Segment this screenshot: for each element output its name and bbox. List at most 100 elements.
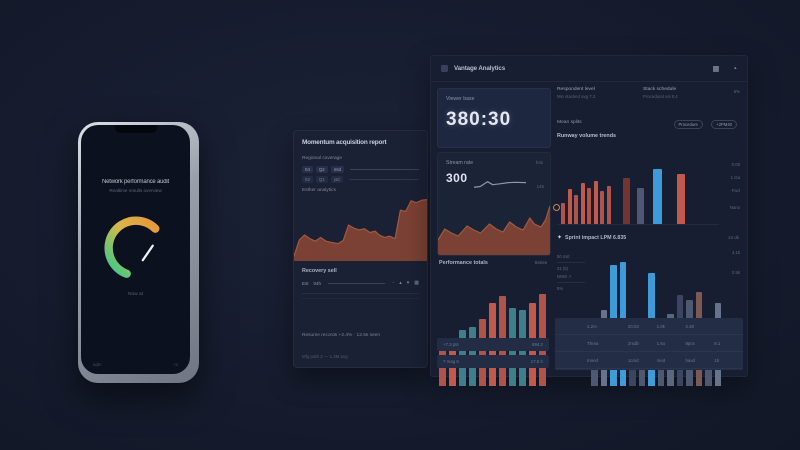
divider-line bbox=[350, 169, 419, 170]
info-sub: Min stacked avg 7.3 bbox=[557, 94, 596, 99]
app-logo bbox=[441, 65, 448, 72]
grid-icon[interactable]: ▦ bbox=[712, 64, 720, 73]
dashboard-header: Vantage Analytics ▦ ◔ bbox=[431, 56, 747, 82]
stat-label: Viewer base bbox=[446, 96, 475, 102]
filter-pill[interactable]: +2PM40 bbox=[711, 120, 737, 129]
dashboard-window: Vantage Analytics ▦ ◔ Viewer base 380:30… bbox=[430, 55, 748, 386]
filter-chip[interactable]: Q2 bbox=[315, 166, 328, 173]
notifications-icon[interactable]: ◔ bbox=[732, 64, 737, 73]
info-group: Respondent level Min stacked avg 7.3 bbox=[557, 87, 643, 99]
section-title: Runway volume trends bbox=[557, 133, 617, 139]
bar-cluster bbox=[561, 148, 611, 224]
row-label: +7.3 pts bbox=[443, 342, 459, 347]
phone-footer-left[interactable]: adm bbox=[93, 362, 102, 367]
dashboard-title: Vantage Analytics bbox=[454, 65, 506, 72]
rail-label: 0.08 bbox=[731, 162, 740, 167]
chart-label: Esther analytics bbox=[302, 188, 336, 193]
sort-up-icon[interactable]: ▴ bbox=[399, 280, 402, 286]
performance-action[interactable]: Series bbox=[534, 260, 547, 265]
spark-icon: ✦ bbox=[557, 235, 563, 241]
trend-badge: h4s bbox=[535, 160, 543, 165]
rail-stat: 31 (5) bbox=[557, 266, 568, 271]
filter-row: Mean splits Procedure +2PM40 bbox=[557, 113, 737, 131]
phone-app-subtitle: Realtime results overview bbox=[109, 188, 162, 193]
report-footnote-2: Mfg path 2 — 1.3M avg bbox=[302, 354, 348, 359]
phone-notch bbox=[114, 125, 157, 133]
phone-device: Network performance audit Realtime resul… bbox=[78, 122, 199, 383]
stat-value: 380:30 bbox=[446, 109, 512, 130]
panel-action[interactable]: 24 dk bbox=[728, 235, 739, 240]
performance-bar-chart bbox=[439, 274, 547, 386]
rail-stat: NNW ↗ bbox=[557, 274, 572, 279]
grid-icon[interactable]: ▦ bbox=[414, 280, 419, 286]
performance-title: Performance totals bbox=[439, 260, 488, 266]
summary-label: Recovery sell bbox=[302, 268, 337, 274]
rail-label: Fact bbox=[731, 188, 740, 193]
sprint-panel: ✦ Sprint impact LPM 6.835 24 dk 50 mst 3… bbox=[555, 234, 743, 386]
summary-row: 7 mag 8 17.5 h bbox=[437, 355, 549, 368]
trend-card: Stream rate h4s 300 145 bbox=[437, 152, 551, 256]
speed-gauge bbox=[98, 210, 174, 286]
row-value: 17.5 h bbox=[530, 359, 543, 364]
panel-stats-rail: 50 mst 31 (5) NNW ↗ 5% bbox=[557, 254, 585, 294]
filter-label: Mean splits bbox=[557, 119, 582, 125]
volume-bar-chart bbox=[553, 148, 719, 225]
info-group: Stack schedule Procedural vol 8.4 bbox=[643, 87, 729, 99]
phone-app-title: Network performance audit bbox=[101, 179, 170, 185]
marker-ring-icon bbox=[553, 204, 560, 211]
panel-title: Sprint impact LPM 6.835 bbox=[565, 234, 627, 241]
sort-down-icon[interactable]: ▾ bbox=[406, 280, 410, 286]
stat-card: Viewer base 380:30 bbox=[437, 88, 551, 148]
filter-chip[interactable]: 04 bbox=[302, 166, 313, 173]
header-icons: ▦ ◔ bbox=[712, 64, 737, 73]
rail-stat: 5% bbox=[557, 286, 564, 291]
phone-footer: adm rx bbox=[93, 362, 178, 367]
toolbar-label-2[interactable]: 04h bbox=[313, 280, 322, 286]
trend-area-chart bbox=[438, 205, 550, 255]
rail-label: 0.5k bbox=[731, 270, 740, 275]
rail-label: Nano bbox=[729, 205, 740, 210]
rail-label: 6% bbox=[733, 89, 740, 94]
report-filter-row-2: 02 Q1 ytd bbox=[302, 176, 419, 183]
filter-chip[interactable]: 02 bbox=[302, 176, 313, 183]
info-label: Stack schedule bbox=[643, 87, 677, 92]
trend-label: Stream rate bbox=[446, 160, 474, 166]
rail-stat: 50 mst bbox=[557, 254, 570, 259]
divider bbox=[557, 282, 585, 283]
rail-label: 4.1k bbox=[731, 250, 740, 255]
toolbar-label-1[interactable]: Est bbox=[302, 280, 309, 286]
bar-main-group bbox=[623, 148, 685, 224]
divider-line bbox=[328, 282, 386, 284]
filter-chip[interactable]: ytd bbox=[330, 176, 343, 183]
report-footnote-1: Resume records +2.4% · 12.5k seen bbox=[302, 333, 380, 338]
info-sub: Procedural vol 8.4 bbox=[643, 94, 678, 99]
report-section-label: Regional coverage bbox=[302, 156, 343, 161]
trend-value: 300 bbox=[446, 171, 468, 185]
row-value: 894.2 bbox=[532, 342, 543, 347]
divider bbox=[302, 298, 419, 299]
sparkline-chart bbox=[474, 176, 526, 191]
filter-chip[interactable]: Q1 bbox=[315, 176, 328, 183]
phone-footer-right[interactable]: rx bbox=[174, 362, 178, 367]
report-filter-row-1: 04 Q2 mtd bbox=[302, 166, 419, 173]
row-label: 7 mag 8 bbox=[443, 359, 459, 364]
divider-line bbox=[348, 179, 419, 180]
filter-chips: Procedure +2PM40 bbox=[670, 113, 737, 131]
gauge-label: Now at bbox=[128, 292, 143, 297]
panel-header: ✦ Sprint impact LPM 6.835 24 dk bbox=[557, 234, 739, 242]
performance-header: Performance totals Series bbox=[439, 260, 547, 266]
data-table: 4.2m 20.04 1.0k 2.48 Threa 2mdb 1.6o 8pcs 8.1 mne… bbox=[555, 318, 743, 370]
report-toolbar: Est 04h ◦ ▴ ▾ ▦ bbox=[302, 280, 419, 286]
divider bbox=[302, 293, 419, 294]
phone-screen: Network performance audit Realtime resul… bbox=[81, 125, 190, 374]
sparkline-value: 145 bbox=[536, 184, 544, 189]
dot-icon[interactable]: ◦ bbox=[392, 280, 395, 286]
info-label: Respondent level bbox=[557, 87, 595, 92]
report-card: Momentum acquisition report Regional cov… bbox=[293, 130, 428, 368]
filter-pill[interactable]: Procedure bbox=[673, 120, 703, 129]
report-title: Momentum acquisition report bbox=[302, 139, 387, 146]
area-chart bbox=[294, 199, 427, 261]
filter-chip[interactable]: mtd bbox=[330, 166, 345, 173]
rail-label: 1 Ga bbox=[730, 175, 740, 180]
